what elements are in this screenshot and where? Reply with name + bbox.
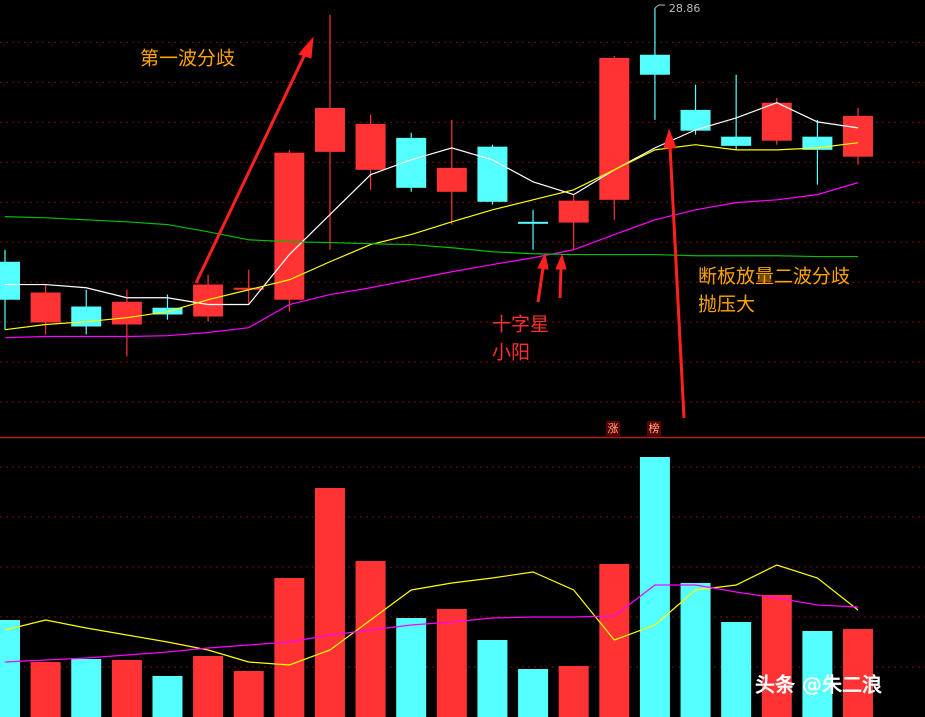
marker-label: 涨 [608,422,619,435]
volume-bar [152,676,183,717]
volume-bar [71,659,102,717]
high-label: 28.86 [669,2,701,15]
marker-box [647,421,661,436]
candle-body [639,54,670,75]
arrow [668,145,686,419]
volume-bar [436,609,467,717]
volume-bar [233,671,264,717]
annotation: 断板放量二波分歧 [698,266,850,288]
volume-bar [396,618,427,717]
arrow [558,267,563,299]
annotation: 十字星 [492,314,549,336]
arrow-head [663,128,677,149]
arrow-head [537,252,549,270]
volume-bar [639,457,670,717]
marker-label: 榜 [649,421,660,435]
candle-body [0,261,20,300]
volume-bar [193,656,224,717]
candle-body [518,221,549,224]
volume-bar [355,561,386,717]
candle-body [761,102,792,141]
annotation: 小阳 [492,342,530,364]
volume-bar [761,595,792,717]
watermark: 头条 @朱二浪 [755,673,882,697]
ma-line [5,102,859,306]
candle-body [193,284,224,317]
annotation: 第一波分歧 [140,48,235,70]
candle-body [599,57,630,200]
candle-body [558,200,589,223]
candle-body [233,287,264,290]
ma-line [4,182,859,339]
arrow [194,51,308,284]
candle-body [355,123,386,170]
candle-body [30,292,61,323]
volume-bar [0,620,20,717]
volume-bar [30,662,61,717]
arrow-head [298,36,314,59]
arrow-head [555,253,567,270]
arrows [194,36,686,419]
volume-bar [843,629,874,717]
candle-body [396,137,427,188]
volume-bar [558,666,589,717]
candle-body [314,107,345,152]
marker-box [606,421,620,436]
volume-bar [111,660,142,717]
candle-body [721,136,752,146]
high-pointer [654,4,665,9]
ma-line [4,142,859,331]
volume-bar [274,578,305,717]
volume-bar [314,488,345,717]
volume-bar [518,669,549,717]
candle-body [843,115,874,157]
arrow [536,267,545,303]
ma-line [4,584,859,663]
ma-line [4,216,859,258]
candle-body [111,301,142,325]
volume-bar [477,640,508,717]
volume-bar [680,583,711,717]
volume-bar [802,631,833,717]
candle-body [274,152,305,300]
ma-line [4,564,859,666]
volume-bar [721,622,752,717]
candle-body [71,306,102,327]
candle-body [436,167,467,192]
candle-body [477,146,508,202]
candle-body [680,109,711,131]
annotation: 抛压大 [698,294,755,316]
